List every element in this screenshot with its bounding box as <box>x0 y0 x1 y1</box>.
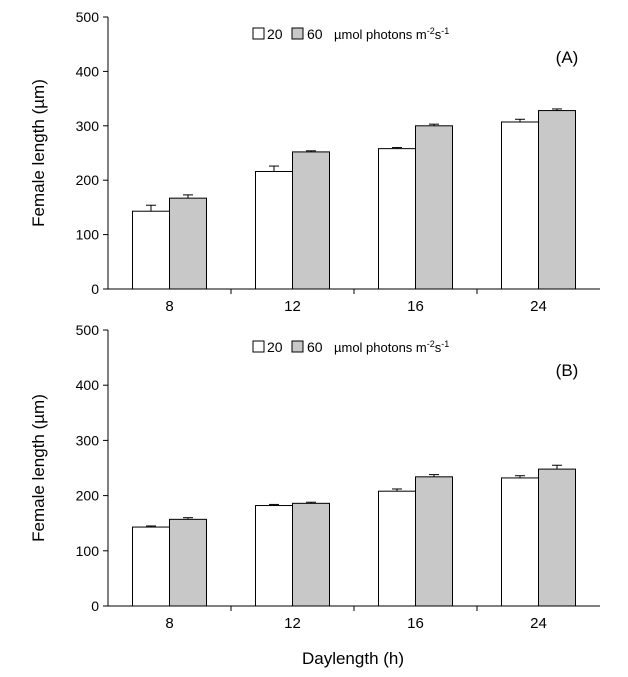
panel-b-legend-swatch-20 <box>252 340 265 353</box>
panel-b-x-tick-label: 8 <box>165 615 173 632</box>
panel-b-bar-60-16 <box>415 476 453 607</box>
panel-a-bar-60-16 <box>415 125 453 290</box>
panel-a-bar-20-8 <box>132 210 170 290</box>
panel-a-y-tick-label: 300 <box>76 118 100 134</box>
panel-a-y-tick-label: 400 <box>76 63 100 79</box>
panel-a-bar-20-12 <box>255 170 293 290</box>
panel-b-y-tick-label: 0 <box>91 598 99 614</box>
panel-a-legend-label-20: 20 <box>267 26 283 42</box>
panel-b-legend-label-20: 20 <box>267 339 283 355</box>
panel-b-bar-60-12 <box>292 502 330 607</box>
panel-a-legend: 20 60 µmol photons m-2s-1 <box>252 26 449 42</box>
panel-b-x-tick-label: 24 <box>530 615 547 632</box>
panel-a-legend-swatch-60 <box>291 27 304 40</box>
panel-a-y-tick-label: 100 <box>76 227 100 243</box>
panel-a: 0 100 200 300 400 500 8 12 16 24 Female length (µm… <box>29 9 600 315</box>
panel-a-legend-swatch-20 <box>252 27 265 40</box>
panel-b-x-tick-label: 12 <box>284 615 301 632</box>
panel-a-y-axis-label: Female length (µm) <box>29 79 48 227</box>
panel-b-y-tick-label: 500 <box>76 322 100 338</box>
panel-b-legend-unit: µmol photons m-2s-1 <box>334 339 449 355</box>
panel-b: 0 100 200 300 400 500 8 12 16 24 Female length (µm… <box>29 322 600 632</box>
panel-a-x-tick-label: 8 <box>165 298 173 315</box>
panel-b-legend: 20 60 µmol photons m-2s-1 <box>252 339 449 355</box>
panel-a-x-tick-label: 16 <box>407 298 424 315</box>
panel-b-y-tick-label: 100 <box>76 543 100 559</box>
x-axis-label: Daylength (h) <box>302 649 404 668</box>
panel-b-y-tick-label: 400 <box>76 377 100 393</box>
panel-a-legend-unit: µmol photons m-2s-1 <box>334 26 449 42</box>
panel-a-y-tick-label: 500 <box>76 9 100 25</box>
panel-a-bar-60-24 <box>538 110 576 290</box>
panel-a-bar-20-16 <box>378 148 416 290</box>
panel-a-bar-20-24 <box>501 121 539 290</box>
panel-b-bar-20-24 <box>501 477 539 607</box>
panel-a-y-tick-label: 200 <box>76 172 100 188</box>
panel-a-bar-60-12 <box>292 151 330 290</box>
panel-b-bar-60-8 <box>169 518 207 607</box>
panel-b-label: (B) <box>556 361 579 380</box>
panel-b-bar-20-8 <box>132 526 170 607</box>
panel-b-x-tick-label: 16 <box>407 615 424 632</box>
panel-a-legend-label-60: 60 <box>307 26 323 42</box>
panel-a-label: (A) <box>556 48 579 67</box>
panel-a-bar-60-8 <box>169 197 207 290</box>
panel-b-y-tick-label: 300 <box>76 432 100 448</box>
panel-a-x-tick-label: 24 <box>530 298 547 315</box>
panel-a-x-tick-label: 12 <box>284 298 301 315</box>
panel-b-bar-60-24 <box>538 468 576 607</box>
panel-b-bar-20-12 <box>255 505 293 607</box>
panel-b-y-tick-label: 200 <box>76 488 100 504</box>
panel-b-legend-label-60: 60 <box>307 339 323 355</box>
panel-b-bar-20-16 <box>378 490 416 607</box>
panel-b-legend-swatch-60 <box>291 340 304 353</box>
panel-a-y-tick-label: 0 <box>91 281 99 297</box>
panel-b-y-axis-label: Female length (µm) <box>29 394 48 542</box>
